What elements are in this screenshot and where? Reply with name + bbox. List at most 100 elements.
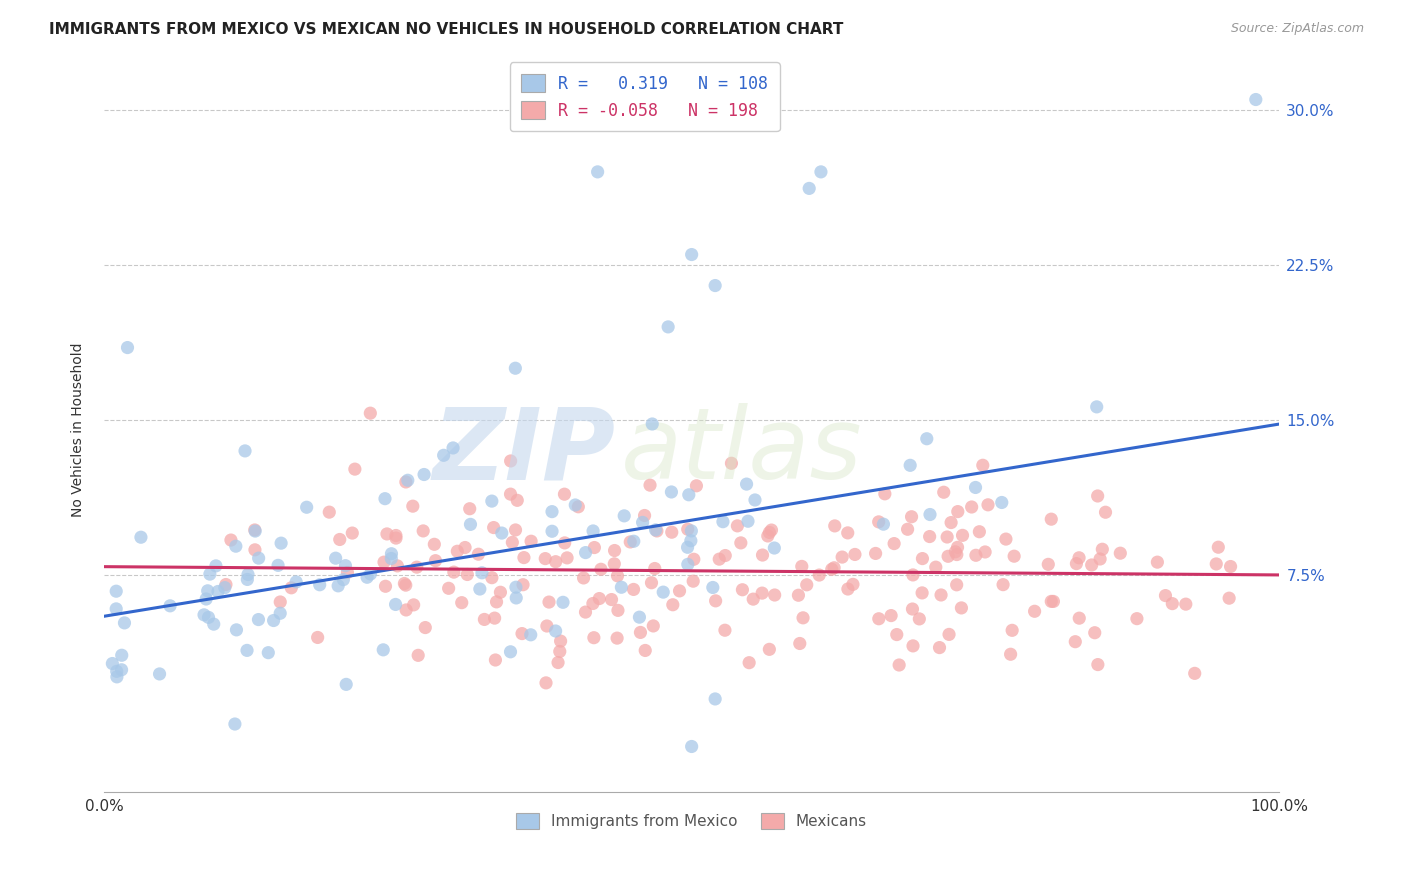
Point	[101, 657, 124, 671]
Point	[932, 485, 955, 500]
Point	[714, 624, 737, 638]
Point	[195, 592, 218, 607]
Point	[682, 552, 704, 566]
Point	[965, 549, 987, 563]
Point	[737, 514, 759, 528]
Point	[318, 505, 340, 519]
Point	[824, 519, 846, 533]
Point	[541, 505, 564, 519]
Point	[117, 341, 139, 355]
Point	[405, 560, 427, 574]
Y-axis label: No Vehicles in Household: No Vehicles in Household	[72, 343, 86, 517]
Point	[1040, 512, 1063, 526]
Point	[872, 517, 894, 532]
Point	[714, 549, 737, 563]
Point	[374, 491, 396, 506]
Point	[583, 541, 606, 555]
Point	[207, 584, 229, 599]
Point	[425, 554, 447, 568]
Point	[900, 509, 922, 524]
Point	[761, 523, 783, 537]
Point	[897, 522, 920, 536]
Point	[307, 631, 329, 645]
Point	[1042, 594, 1064, 608]
Point	[720, 456, 742, 470]
Point	[1064, 634, 1087, 648]
Point	[908, 612, 931, 626]
Point	[193, 607, 215, 622]
Point	[638, 478, 661, 492]
Point	[751, 586, 773, 600]
Point	[977, 498, 1000, 512]
Point	[544, 555, 567, 569]
Point	[1154, 589, 1177, 603]
Point	[678, 488, 700, 502]
Point	[308, 578, 330, 592]
Point	[810, 165, 832, 179]
Point	[763, 541, 786, 555]
Text: ZIP: ZIP	[432, 403, 616, 500]
Point	[519, 628, 541, 642]
Point	[928, 640, 950, 655]
Point	[640, 575, 662, 590]
Point	[662, 598, 685, 612]
Point	[613, 508, 636, 523]
Point	[991, 577, 1014, 591]
Point	[159, 599, 181, 613]
Point	[943, 545, 966, 559]
Point	[467, 547, 489, 561]
Point	[197, 583, 219, 598]
Point	[991, 495, 1014, 509]
Point	[936, 530, 959, 544]
Point	[763, 588, 786, 602]
Point	[603, 557, 626, 571]
Point	[965, 480, 987, 494]
Point	[668, 583, 690, 598]
Point	[513, 550, 536, 565]
Point	[544, 624, 567, 638]
Point	[433, 448, 456, 462]
Text: atlas: atlas	[621, 403, 863, 500]
Point	[725, 519, 748, 533]
Point	[257, 646, 280, 660]
Point	[385, 528, 408, 542]
Point	[437, 582, 460, 596]
Point	[505, 591, 527, 605]
Point	[918, 530, 941, 544]
Point	[214, 581, 236, 595]
Point	[148, 667, 170, 681]
Point	[704, 692, 727, 706]
Point	[1080, 558, 1102, 572]
Point	[756, 529, 779, 543]
Point	[456, 567, 478, 582]
Point	[373, 555, 395, 569]
Point	[225, 539, 247, 553]
Point	[946, 541, 969, 555]
Point	[295, 500, 318, 515]
Point	[548, 644, 571, 658]
Point	[652, 585, 675, 599]
Point	[790, 559, 813, 574]
Point	[380, 551, 402, 566]
Point	[1002, 549, 1025, 564]
Point	[236, 643, 259, 657]
Point	[589, 562, 612, 576]
Legend: Immigrants from Mexico, Mexicans: Immigrants from Mexico, Mexicans	[510, 806, 873, 835]
Point	[481, 571, 503, 585]
Point	[219, 533, 242, 547]
Point	[443, 565, 465, 579]
Point	[735, 477, 758, 491]
Point	[335, 677, 357, 691]
Point	[412, 524, 434, 538]
Point	[1184, 666, 1206, 681]
Point	[1146, 555, 1168, 569]
Point	[837, 582, 859, 596]
Point	[679, 533, 702, 548]
Point	[681, 247, 703, 261]
Point	[567, 500, 589, 514]
Point	[681, 524, 703, 538]
Point	[482, 520, 505, 534]
Point	[644, 523, 666, 537]
Point	[541, 524, 564, 539]
Point	[336, 566, 359, 580]
